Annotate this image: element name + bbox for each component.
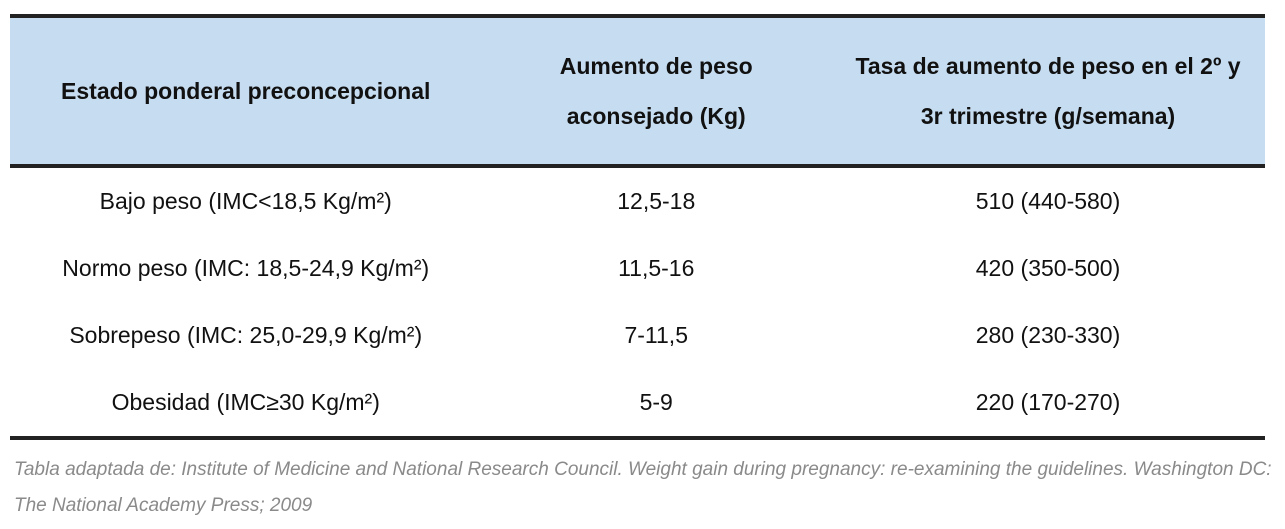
table-row: Bajo peso (IMC<18,5 Kg/m²) 12,5-18 510 (44… — [10, 166, 1265, 235]
table-cell: Bajo peso (IMC<18,5 Kg/m²) — [99, 188, 392, 214]
table-cell: 7-11,5 — [624, 322, 688, 348]
footnote: Tabla adaptada de: Institute of Medicine… — [14, 459, 1272, 516]
table-cell: 510 (440-580) — [975, 188, 1121, 214]
table-cell: Sobrepeso (IMC: 25,0-29,9 Kg/m²) — [69, 322, 423, 348]
weight-gain-table: Estado ponderal preconcepcional Aumento … — [10, 14, 1265, 440]
table-cell: 11,5-16 — [618, 255, 695, 281]
table-cell: 420 (350-500) — [975, 255, 1121, 281]
table-cell: 220 (170-270) — [975, 389, 1121, 415]
table-cell: Normo peso (IMC: 18,5-24,9 Kg/m²) — [62, 255, 430, 281]
header-cell: Estado ponderal preconcepcional — [10, 16, 482, 168]
table-cell: Obesidad (IMC≥30 Kg/m²) — [111, 389, 380, 415]
table-body: Bajo peso (IMC<18,5 Kg/m²) 12,5-18 510 (44… — [10, 166, 1265, 438]
table-row: Obesidad (IMC≥30 Kg/m²) 5-9 220 (170-270) — [10, 369, 1265, 438]
table-row: Sobrepeso (IMC: 25,0-29,9 Kg/m²) 7-11,5 28… — [10, 302, 1265, 369]
table-cell: 5-9 — [639, 389, 673, 415]
header-cell: Aumento de peso aconsejado (Kg) — [481, 16, 832, 168]
table-cell: 12,5-18 — [617, 188, 696, 214]
table-row: Normo peso (IMC: 18,5-24,9 Kg/m²) 11,5-16… — [10, 235, 1265, 302]
header-row: Estado ponderal preconcepcional Aumento … — [10, 16, 1265, 168]
table-container: Estado ponderal preconcepcional Aumento … — [10, 14, 1265, 440]
table-cell: 280 (230-330) — [975, 322, 1121, 348]
header-cell: Tasa de aumento de peso en el 2º y 3r tr… — [831, 16, 1265, 168]
